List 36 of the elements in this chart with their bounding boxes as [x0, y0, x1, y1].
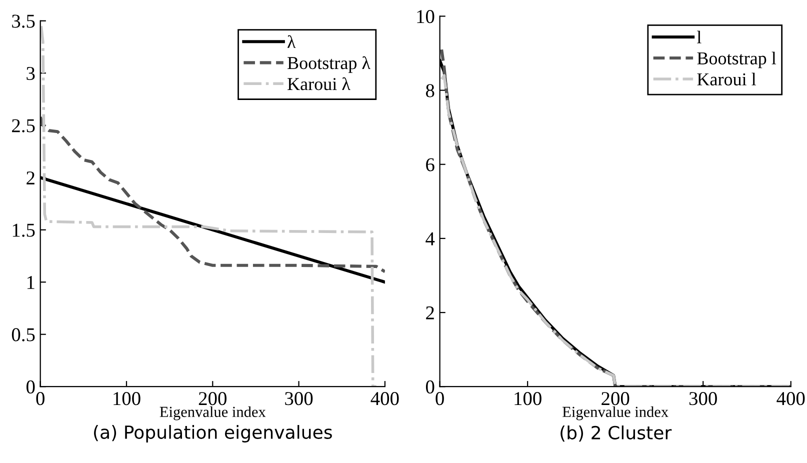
x-axis-title: Eigenvalue index [562, 406, 668, 420]
legend-label: λ [287, 35, 296, 48]
y-tick-label: 0 [426, 380, 434, 394]
text: (a) Population eigenvalues [94, 425, 332, 442]
y-tick-label: 4 [426, 232, 435, 246]
y-tick-label: 0 [26, 380, 35, 394]
x-tick-label: 400 [776, 392, 805, 406]
y-tick-label: 0.5 [12, 328, 35, 342]
x-tick-label: 200 [602, 392, 630, 406]
x-tick-label: 0 [436, 392, 444, 406]
x-tick-label: 300 [285, 392, 313, 406]
legend-label: Bootstrap λ [288, 56, 370, 73]
y-tick-label: 3 [26, 66, 35, 80]
x-axis-title: Eigenvalue index [160, 406, 266, 420]
line-series [40, 115, 385, 274]
legend-label: Karoui λ [288, 77, 350, 90]
legend-label: Karoui l [697, 72, 756, 86]
y-tick-label: 2 [426, 306, 434, 320]
y-tick-label: 2 [26, 171, 34, 184]
legend-label: l [697, 30, 702, 44]
y-tick-label: 8 [426, 84, 434, 98]
y-tick-label: 1.5 [12, 224, 35, 237]
text: (b) 2 Cluster [560, 425, 672, 442]
y-tick-label: 2.5 [12, 119, 35, 132]
y-tick-label: 3.5 [12, 14, 35, 28]
x-tick-label: 100 [114, 392, 140, 406]
x-tick-label: 200 [198, 392, 226, 406]
x-tick-label: 100 [514, 392, 542, 406]
x-tick-label: 300 [689, 392, 717, 406]
y-tick-label: 1 [27, 276, 34, 289]
legend-label: Bootstrap l [697, 52, 776, 68]
x-tick-label: 400 [370, 392, 399, 406]
y-tick-label: 10 [417, 10, 434, 24]
x-tick-label: 0 [36, 392, 44, 406]
line-series [40, 24, 378, 387]
y-tick-label: 6 [426, 158, 434, 172]
